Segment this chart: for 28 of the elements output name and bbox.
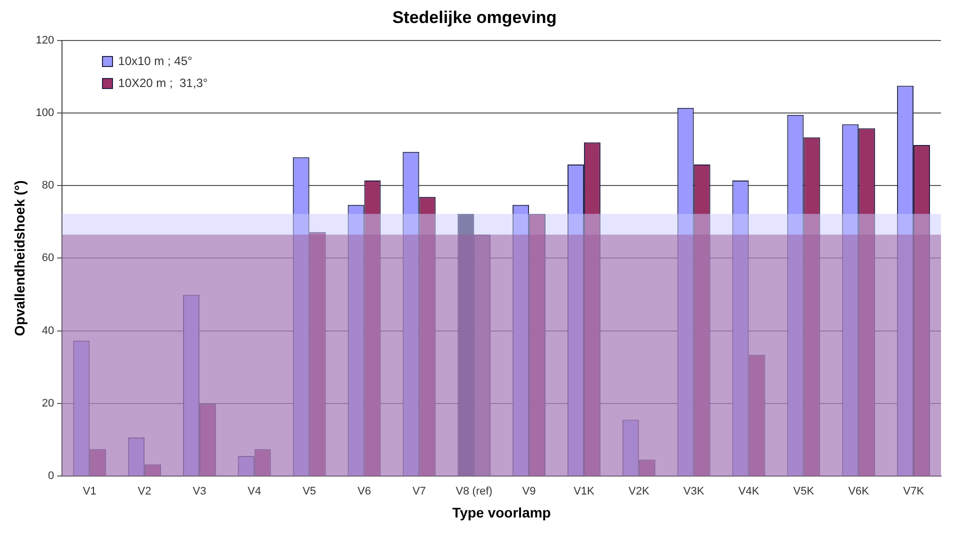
x-axis-title: Type voorlamp [452, 504, 551, 520]
x-tick-label: V3 [192, 486, 206, 498]
y-tick-label: 80 [42, 180, 54, 192]
x-tick-label: V7 [412, 486, 426, 498]
x-tick-label: V1 [82, 486, 96, 498]
x-tick-label: V7K [903, 486, 925, 498]
x-tick-label: V4 [248, 486, 262, 498]
y-tick-label: 0 [48, 470, 54, 482]
x-tick-label: V8 (ref) [456, 486, 492, 498]
x-tick-label: V1K [574, 486, 596, 498]
y-tick-label: 120 [36, 34, 54, 46]
y-tick-label: 60 [42, 252, 54, 264]
y-axis-title: Opvallendheidshoek (°) [11, 180, 28, 336]
x-tick-label: V5 [302, 486, 316, 498]
x-tick-label: V4K [738, 486, 760, 498]
x-tick-label: V6K [848, 486, 870, 498]
legend-label: 10x10 m ; 45° [118, 53, 192, 70]
chart-title: Stedelijke omgeving [392, 8, 557, 27]
x-tick-label: V6 [358, 486, 371, 498]
x-tick-label: V2K [628, 486, 650, 498]
x-tick-label: V3K [683, 486, 705, 498]
y-tick-label: 100 [36, 107, 54, 120]
x-tick-label: V2 [138, 486, 152, 498]
y-tick-label: 20 [42, 397, 54, 410]
x-tick-label: V9 [522, 486, 536, 498]
y-tick-label: 40 [42, 324, 54, 337]
x-tick-label: V5K [793, 486, 815, 498]
legend-label: 10X20 m ; 31,3° [118, 75, 208, 92]
